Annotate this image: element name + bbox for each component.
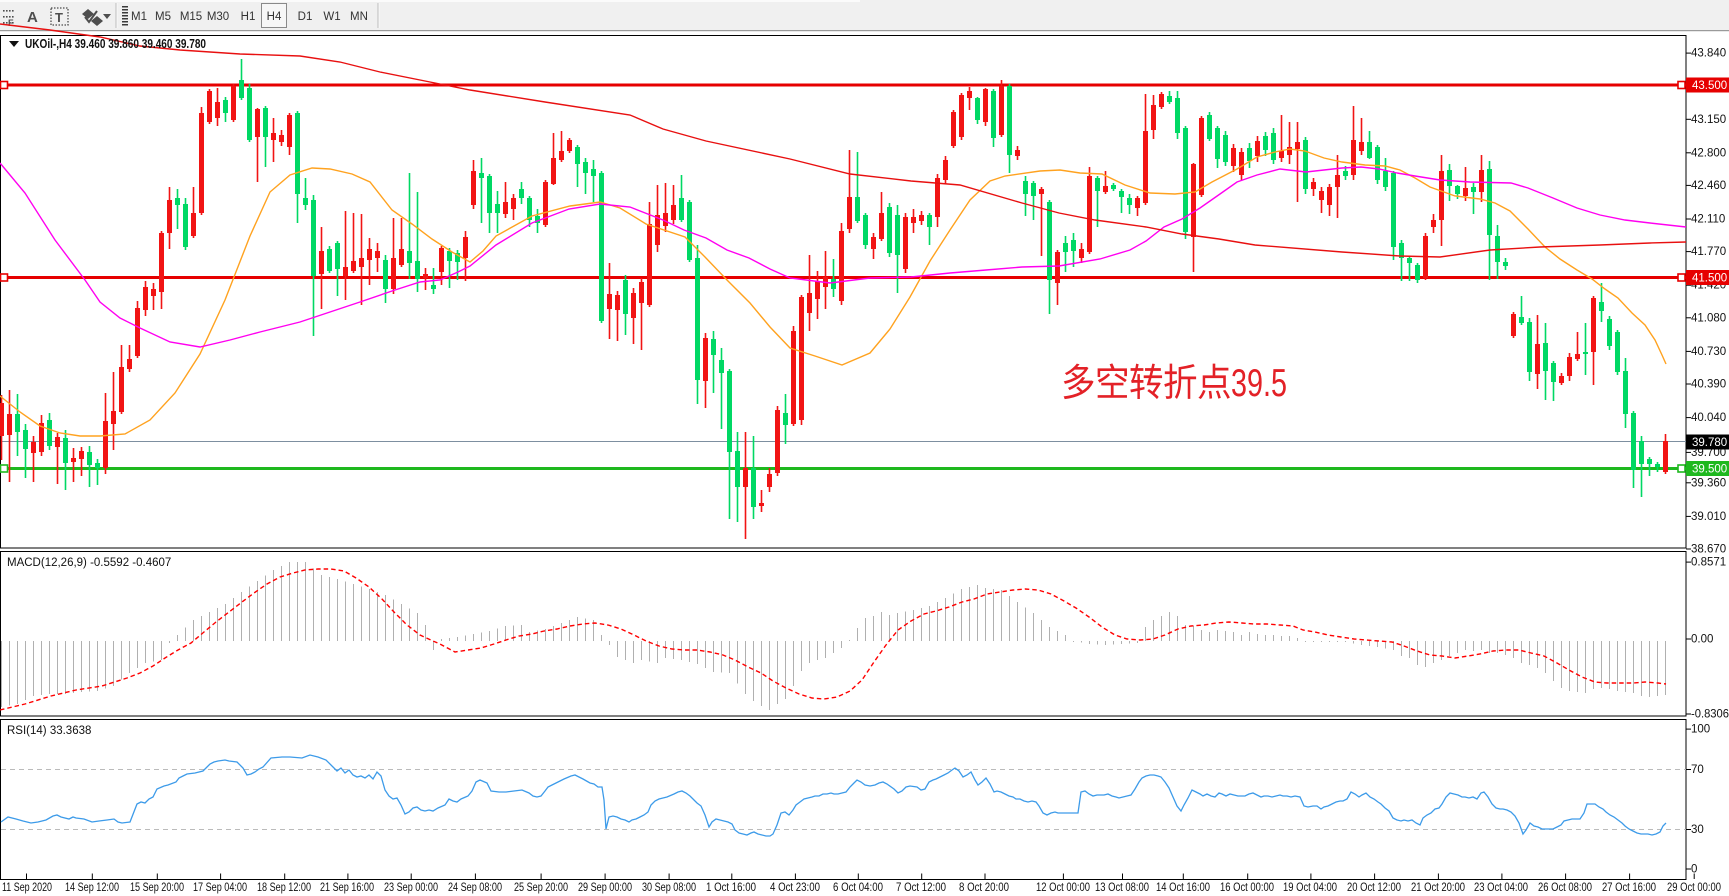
svg-text:40.040: 40.040 [1691,412,1726,424]
svg-text:H1: H1 [241,11,256,23]
svg-text:26 Oct 08:00: 26 Oct 08:00 [1538,882,1592,894]
svg-text:29 Sep 00:00: 29 Sep 00:00 [578,882,632,894]
svg-text:38.670: 38.670 [1691,544,1726,556]
svg-text:MN: MN [350,11,368,23]
svg-text:A: A [27,9,38,26]
svg-text:42.110: 42.110 [1691,214,1725,226]
svg-text:11 Sep 2020: 11 Sep 2020 [2,882,52,894]
svg-text:43.500: 43.500 [1692,80,1727,92]
svg-text:30 Sep 08:00: 30 Sep 08:00 [642,882,696,894]
svg-text:W1: W1 [323,11,340,23]
svg-text:30: 30 [1691,824,1704,836]
svg-text:41.500: 41.500 [1692,273,1727,285]
svg-text:39.780: 39.780 [1692,437,1727,449]
svg-text:0.8571: 0.8571 [1691,557,1726,569]
svg-text:41.080: 41.080 [1691,312,1726,324]
svg-text:23 Oct 04:00: 23 Oct 04:00 [1474,882,1528,894]
svg-text:19 Oct 04:00: 19 Oct 04:00 [1283,882,1337,894]
svg-text:RSI(14) 33.3638: RSI(14) 33.3638 [7,725,91,737]
svg-text:42.460: 42.460 [1691,180,1726,192]
svg-text:14 Sep 12:00: 14 Sep 12:00 [65,882,119,894]
svg-text:8 Oct 20:00: 8 Oct 20:00 [959,882,1009,894]
svg-text:0: 0 [1691,864,1697,876]
svg-text:UKOil-,H4 39.460 39.860 39.46: UKOil-,H4 39.460 39.860 39.460 39.780 [25,37,206,51]
svg-text:6 Oct 04:00: 6 Oct 04:00 [833,882,883,894]
svg-text:39.360: 39.360 [1691,477,1726,489]
svg-text:16 Oct 00:00: 16 Oct 00:00 [1220,882,1274,894]
svg-text:M5: M5 [155,11,171,23]
svg-text:20 Oct 12:00: 20 Oct 12:00 [1347,882,1401,894]
svg-text:H4: H4 [267,11,282,23]
svg-text:39.010: 39.010 [1691,511,1726,523]
svg-text:40.730: 40.730 [1691,346,1726,358]
svg-text:T: T [55,10,63,25]
svg-text:21 Sep 16:00: 21 Sep 16:00 [320,882,374,894]
svg-text:24 Sep 08:00: 24 Sep 08:00 [448,882,502,894]
svg-text:15 Sep 20:00: 15 Sep 20:00 [130,882,184,894]
svg-text:12 Oct 00:00: 12 Oct 00:00 [1036,882,1090,894]
svg-text:18 Sep 12:00: 18 Sep 12:00 [257,882,311,894]
svg-text:17 Sep 04:00: 17 Sep 04:00 [193,882,247,894]
svg-text:39.5: 39.5 [1231,362,1287,405]
svg-text:MACD(12,26,9) -0.5592 -0.4607: MACD(12,26,9) -0.5592 -0.4607 [7,557,171,569]
svg-text:39.700: 39.700 [1691,447,1726,459]
svg-text:0.00: 0.00 [1691,634,1713,646]
svg-text:41.770: 41.770 [1691,246,1726,258]
svg-text:M30: M30 [207,11,229,23]
svg-text:21 Oct 20:00: 21 Oct 20:00 [1411,882,1465,894]
svg-text:F: F [8,18,14,28]
svg-text:27 Oct 16:00: 27 Oct 16:00 [1602,882,1656,894]
svg-text:23 Sep 00:00: 23 Sep 00:00 [384,882,438,894]
svg-text:39.500: 39.500 [1692,464,1727,476]
svg-text:13 Oct 08:00: 13 Oct 08:00 [1095,882,1149,894]
svg-text:M1: M1 [131,11,147,23]
svg-text:43.840: 43.840 [1691,48,1726,60]
svg-text:D1: D1 [298,11,313,23]
svg-text:70: 70 [1691,764,1704,776]
svg-text:29 Oct 00:00: 29 Oct 00:00 [1667,882,1721,894]
svg-text:1 Oct 16:00: 1 Oct 16:00 [706,882,756,894]
svg-text:25 Sep 20:00: 25 Sep 20:00 [514,882,568,894]
svg-text:4 Oct 23:00: 4 Oct 23:00 [770,882,820,894]
svg-text:40.390: 40.390 [1691,379,1726,391]
svg-text:7 Oct 12:00: 7 Oct 12:00 [896,882,946,894]
svg-text:43.150: 43.150 [1691,114,1726,126]
svg-text:14 Oct 16:00: 14 Oct 16:00 [1156,882,1210,894]
svg-text:M15: M15 [180,11,202,23]
svg-text:100: 100 [1691,724,1710,736]
svg-text:-0.8306: -0.8306 [1691,709,1729,721]
svg-text:42.800: 42.800 [1691,147,1726,159]
